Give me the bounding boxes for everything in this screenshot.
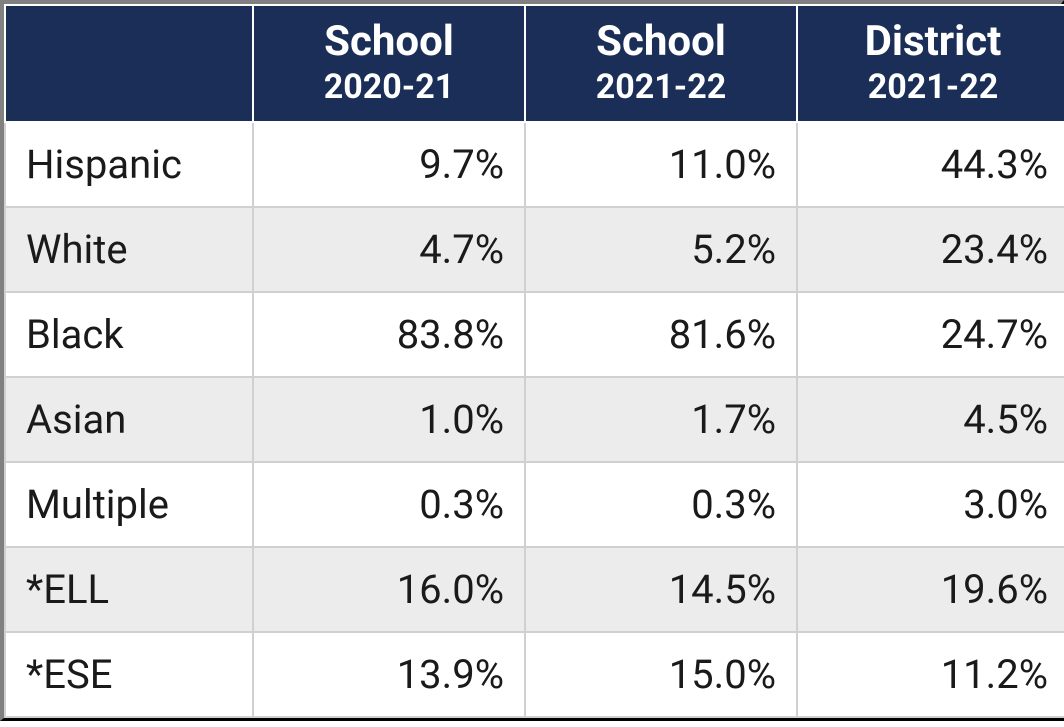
row-label-black: Black (5, 292, 253, 377)
row-label-white: White (5, 207, 253, 292)
cell-value: 81.6% (525, 292, 797, 377)
cell-value: 0.3% (253, 462, 525, 547)
cell-value: 44.3% (797, 122, 1064, 207)
row-label-hispanic: Hispanic (5, 122, 253, 207)
header-sub: 2021-22 (534, 68, 788, 107)
cell-value: 24.7% (797, 292, 1064, 377)
header-empty (5, 5, 253, 122)
cell-value: 1.0% (253, 377, 525, 462)
cell-value: 4.5% (797, 377, 1064, 462)
row-label-asian: Asian (5, 377, 253, 462)
table-row: Asian 1.0% 1.7% 4.5% (5, 377, 1064, 462)
header-sub: 2020-21 (262, 68, 516, 107)
header-main: School (534, 18, 788, 66)
header-school-2020-21: School 2020-21 (253, 5, 525, 122)
table-row: *ELL 16.0% 14.5% 19.6% (5, 547, 1064, 632)
cell-value: 15.0% (525, 632, 797, 717)
cell-value: 83.8% (253, 292, 525, 377)
table-row: Black 83.8% 81.6% 24.7% (5, 292, 1064, 377)
cell-value: 16.0% (253, 547, 525, 632)
cell-value: 5.2% (525, 207, 797, 292)
row-label-multiple: Multiple (5, 462, 253, 547)
header-school-2021-22: School 2021-22 (525, 5, 797, 122)
cell-value: 19.6% (797, 547, 1064, 632)
table-row: Hispanic 9.7% 11.0% 44.3% (5, 122, 1064, 207)
cell-value: 1.7% (525, 377, 797, 462)
table-row: White 4.7% 5.2% 23.4% (5, 207, 1064, 292)
header-main: School (262, 18, 516, 66)
table-header-row: School 2020-21 School 2021-22 District 2… (5, 5, 1064, 122)
cell-value: 4.7% (253, 207, 525, 292)
cell-value: 11.2% (797, 632, 1064, 717)
demographics-table-container: School 2020-21 School 2021-22 District 2… (0, 0, 1064, 721)
cell-value: 23.4% (797, 207, 1064, 292)
cell-value: 13.9% (253, 632, 525, 717)
header-sub: 2021-22 (806, 68, 1060, 107)
header-main: District (806, 18, 1060, 66)
cell-value: 9.7% (253, 122, 525, 207)
header-district-2021-22: District 2021-22 (797, 5, 1064, 122)
table-row: *ESE 13.9% 15.0% 11.2% (5, 632, 1064, 717)
cell-value: 3.0% (797, 462, 1064, 547)
row-label-ese: *ESE (5, 632, 253, 717)
table-row: Multiple 0.3% 0.3% 3.0% (5, 462, 1064, 547)
cell-value: 11.0% (525, 122, 797, 207)
cell-value: 14.5% (525, 547, 797, 632)
row-label-ell: *ELL (5, 547, 253, 632)
cell-value: 0.3% (525, 462, 797, 547)
demographics-table: School 2020-21 School 2021-22 District 2… (4, 4, 1064, 718)
